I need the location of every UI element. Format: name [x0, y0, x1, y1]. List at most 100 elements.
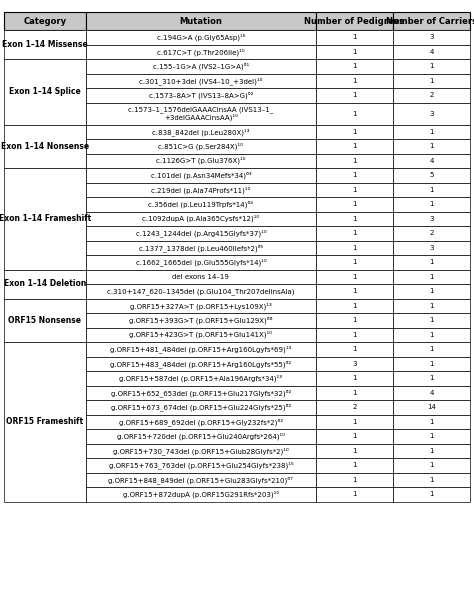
Text: 1: 1 — [429, 346, 434, 352]
Text: 1: 1 — [429, 274, 434, 280]
Bar — [85, 400, 316, 414]
Text: c.194G>A (p.Gly65Asp)¹⁵: c.194G>A (p.Gly65Asp)¹⁵ — [156, 34, 245, 41]
Bar — [85, 102, 316, 124]
Bar — [316, 168, 393, 182]
Bar — [4, 12, 85, 30]
Text: Exon 1–14 Deletion: Exon 1–14 Deletion — [4, 279, 86, 288]
Text: 1: 1 — [429, 186, 434, 193]
Text: 1: 1 — [429, 288, 434, 294]
Text: c.851C>G (p.Ser284X)¹⁰: c.851C>G (p.Ser284X)¹⁰ — [158, 143, 243, 150]
Bar — [85, 168, 316, 182]
Bar — [316, 102, 393, 124]
Bar — [316, 342, 393, 356]
Text: 1: 1 — [352, 317, 357, 323]
Text: 1: 1 — [352, 390, 357, 395]
Bar — [85, 88, 316, 102]
Bar — [393, 211, 470, 226]
Bar — [85, 487, 316, 501]
Text: 1: 1 — [352, 157, 357, 164]
Text: 1: 1 — [429, 201, 434, 207]
Bar — [4, 269, 85, 298]
Bar — [393, 168, 470, 182]
Text: 3: 3 — [429, 244, 434, 251]
Text: 3: 3 — [429, 34, 434, 40]
Text: g.ORF15+720del (p.ORF15+Glu240Argfs*264)¹⁰: g.ORF15+720del (p.ORF15+Glu240Argfs*264)… — [117, 433, 285, 440]
Bar — [393, 124, 470, 139]
Bar — [316, 443, 393, 458]
Text: 1: 1 — [352, 433, 357, 439]
Bar — [393, 73, 470, 88]
Bar — [393, 12, 470, 30]
Bar — [316, 284, 393, 298]
Bar — [393, 443, 470, 458]
Bar — [85, 12, 316, 30]
Text: c.617C>T (p.Thr206Ile)¹⁰: c.617C>T (p.Thr206Ile)¹⁰ — [157, 48, 245, 56]
Text: 1: 1 — [352, 346, 357, 352]
Text: c.301_310+3del (IVS4–10_+3del)¹⁰: c.301_310+3del (IVS4–10_+3del)¹⁰ — [139, 77, 263, 85]
Text: 1: 1 — [429, 477, 434, 482]
Text: 3: 3 — [429, 111, 434, 117]
Text: 1: 1 — [352, 92, 357, 98]
Text: 1: 1 — [352, 128, 357, 135]
Text: c.219del (p.Ala74Profs*11)¹⁰: c.219del (p.Ala74Profs*11)¹⁰ — [151, 186, 251, 194]
Text: 1: 1 — [352, 172, 357, 178]
Bar — [316, 487, 393, 501]
Bar — [85, 429, 316, 443]
Bar — [316, 255, 393, 269]
Bar — [316, 73, 393, 88]
Bar — [85, 182, 316, 197]
Bar — [393, 139, 470, 153]
Text: 2: 2 — [353, 404, 357, 410]
Bar — [85, 356, 316, 371]
Text: c.101del (p.Asn34Mefs*34)⁶³: c.101del (p.Asn34Mefs*34)⁶³ — [151, 172, 251, 179]
Bar — [85, 73, 316, 88]
Bar — [316, 385, 393, 400]
Bar — [85, 327, 316, 342]
Text: 1: 1 — [352, 78, 357, 83]
Bar — [393, 472, 470, 487]
Text: 1: 1 — [352, 332, 357, 338]
Text: 1: 1 — [429, 433, 434, 439]
Text: 4: 4 — [429, 49, 434, 54]
Text: g.ORF15+872dupA (p.ORF15G291Rfs*203)¹⁰: g.ORF15+872dupA (p.ORF15G291Rfs*203)¹⁰ — [123, 491, 279, 498]
Text: Exon 1–14 Nonsense: Exon 1–14 Nonsense — [1, 141, 89, 151]
Bar — [85, 44, 316, 59]
Bar — [316, 211, 393, 226]
Bar — [4, 30, 85, 59]
Text: c.155–1G>A (IVS2–1G>A)⁶¹: c.155–1G>A (IVS2–1G>A)⁶¹ — [153, 63, 249, 70]
Text: 4: 4 — [429, 390, 434, 395]
Bar — [393, 226, 470, 240]
Bar — [316, 139, 393, 153]
Bar — [316, 12, 393, 30]
Bar — [393, 153, 470, 168]
Text: Number of Pedigrees: Number of Pedigrees — [304, 17, 405, 25]
Bar — [393, 59, 470, 73]
Text: 1: 1 — [352, 143, 357, 149]
Bar — [393, 240, 470, 255]
Text: c.310+147_620–1345del (p.Glu104_Thr207delinsAla): c.310+147_620–1345del (p.Glu104_Thr207de… — [107, 288, 295, 295]
Bar — [316, 59, 393, 73]
Bar — [316, 458, 393, 472]
Bar — [85, 153, 316, 168]
Text: c.1573–1_1576delGAAACinsAA (IVS13–1_
+3delGAAACinsAA)¹⁰: c.1573–1_1576delGAAACinsAA (IVS13–1_ +3d… — [128, 106, 273, 121]
Bar — [85, 124, 316, 139]
Text: 1: 1 — [352, 259, 357, 265]
Text: ORF15 Nonsense: ORF15 Nonsense — [8, 316, 81, 325]
Text: g.ORF15+848_849del (p.ORF15+Glu283Glyfs*210)⁶⁷: g.ORF15+848_849del (p.ORF15+Glu283Glyfs*… — [109, 476, 293, 484]
Text: g.ORF15+393G>T (p.ORF15+Glu129X)⁶⁶: g.ORF15+393G>T (p.ORF15+Glu129X)⁶⁶ — [129, 317, 273, 324]
Bar — [393, 30, 470, 44]
Bar — [85, 30, 316, 44]
Text: g.ORF15+730_743del (p.ORF15+Glub28Glyfs*2)¹⁰: g.ORF15+730_743del (p.ORF15+Glub28Glyfs*… — [113, 447, 289, 455]
Bar — [316, 414, 393, 429]
Text: 1: 1 — [429, 303, 434, 309]
Bar — [4, 124, 85, 168]
Bar — [393, 458, 470, 472]
Text: 1: 1 — [429, 375, 434, 381]
Text: 1: 1 — [429, 361, 434, 367]
Text: c.1092dupA (p.Ala365Cysfs*12)¹⁰: c.1092dupA (p.Ala365Cysfs*12)¹⁰ — [142, 215, 259, 223]
Bar — [393, 313, 470, 327]
Text: 1: 1 — [429, 128, 434, 135]
Bar — [316, 313, 393, 327]
Text: 1: 1 — [352, 201, 357, 207]
Text: 1: 1 — [352, 186, 357, 193]
